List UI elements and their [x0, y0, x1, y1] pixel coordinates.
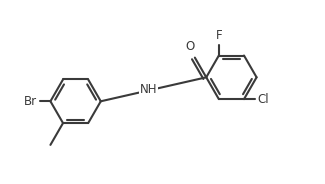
- Text: O: O: [186, 40, 195, 53]
- Text: F: F: [215, 29, 222, 42]
- Text: Br: Br: [24, 95, 37, 108]
- Text: Cl: Cl: [257, 93, 269, 106]
- Text: NH: NH: [140, 83, 158, 96]
